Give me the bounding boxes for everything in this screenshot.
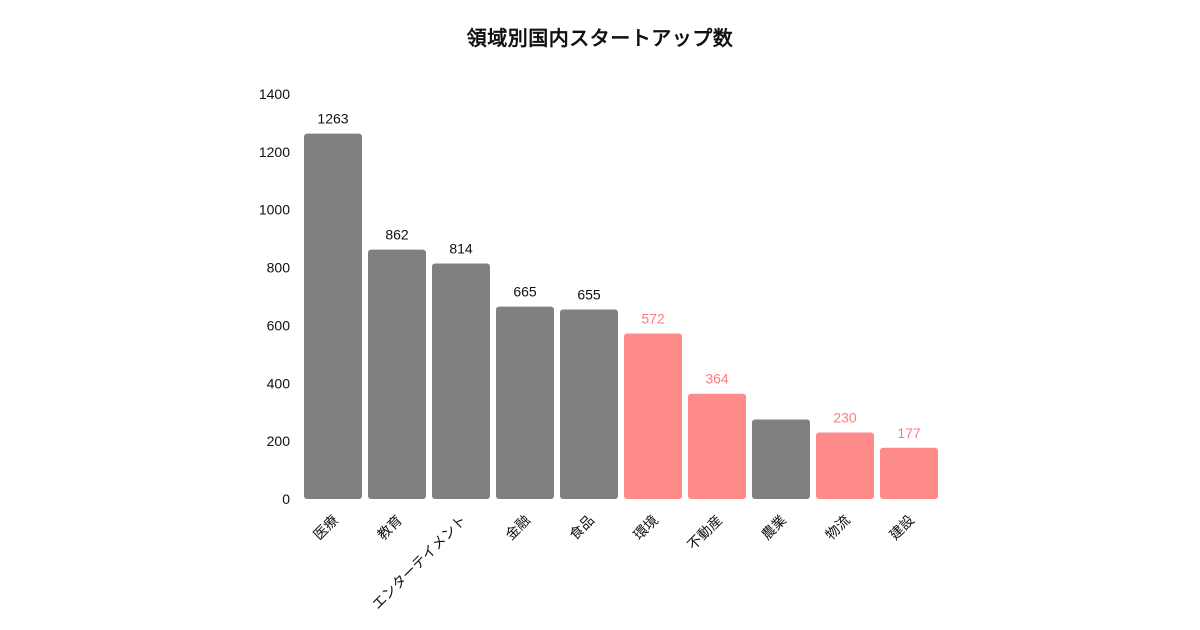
chart-title: 領域別国内スタートアップ数: [466, 26, 734, 50]
bar: [304, 133, 362, 499]
x-tick-label: 医療: [310, 512, 342, 544]
data-label: 230: [833, 409, 857, 425]
x-tick-label: 食品: [566, 512, 598, 544]
x-tick-label: 環境: [631, 513, 662, 544]
y-tick-label: 1400: [259, 86, 290, 102]
bar: [624, 333, 682, 499]
bar: [368, 249, 426, 499]
bars-group: [304, 133, 938, 499]
value-labels-group: 1263 862 814 665 655 572 364 230 177: [317, 111, 920, 441]
data-label: 1263: [317, 111, 348, 127]
bar: [816, 432, 874, 499]
data-label: 572: [641, 311, 665, 327]
y-tick-label: 1200: [259, 144, 290, 160]
bar: [688, 393, 746, 499]
x-tick-label: 物流: [823, 513, 854, 544]
bar: [432, 263, 490, 499]
data-label: 814: [449, 241, 473, 257]
y-tick-label: 800: [267, 260, 291, 276]
x-tick-label: 教育: [375, 513, 406, 544]
y-tick-label: 1000: [259, 202, 290, 218]
y-tick-label: 600: [267, 317, 291, 333]
y-tick-label: 0: [282, 491, 290, 507]
y-tick-label: 400: [267, 375, 291, 391]
data-label: 862: [385, 227, 409, 243]
data-label: 665: [513, 284, 537, 300]
data-label: 655: [577, 287, 601, 303]
x-tick-label: 建設: [887, 513, 918, 544]
x-tick-label: 農業: [759, 513, 790, 544]
bar: [496, 306, 554, 499]
x-tick-label: 不動産: [685, 513, 726, 554]
data-label: 177: [897, 425, 921, 441]
y-axis: 0 200 400 600 800 1000 1200 1400: [259, 86, 290, 507]
x-tick-label: 金融: [503, 513, 534, 544]
bar: [752, 419, 810, 499]
bar: [880, 447, 938, 499]
bar: [560, 309, 618, 499]
data-label: 364: [705, 371, 729, 387]
y-tick-label: 200: [267, 433, 291, 449]
